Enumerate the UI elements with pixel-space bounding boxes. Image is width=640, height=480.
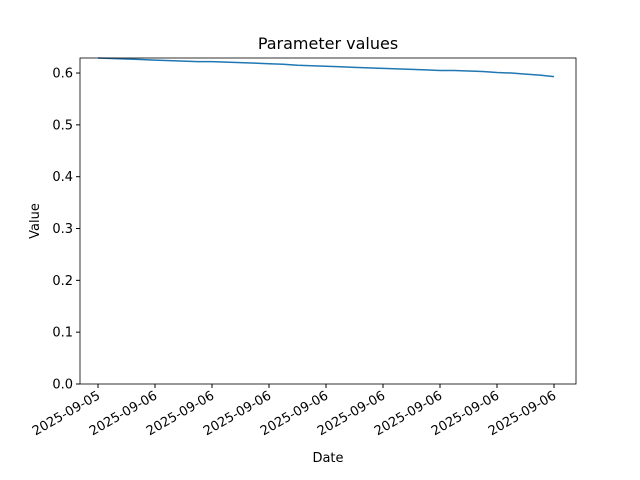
chart-title: Parameter values bbox=[258, 34, 398, 53]
y-tick-label: 0.4 bbox=[52, 170, 73, 185]
y-tick-label: 0.0 bbox=[52, 378, 73, 393]
data-line bbox=[97, 57, 555, 78]
y-tick-label: 0.3 bbox=[52, 222, 73, 237]
y-axis-label: Value bbox=[28, 203, 43, 239]
y-tick-label: 0.2 bbox=[52, 274, 73, 289]
y-tick-label: 0.5 bbox=[52, 118, 73, 133]
y-tick-label: 0.1 bbox=[52, 326, 73, 341]
plot-frame bbox=[79, 57, 577, 385]
y-tick-label: 0.6 bbox=[52, 67, 73, 82]
x-axis-label: Date bbox=[312, 451, 343, 466]
